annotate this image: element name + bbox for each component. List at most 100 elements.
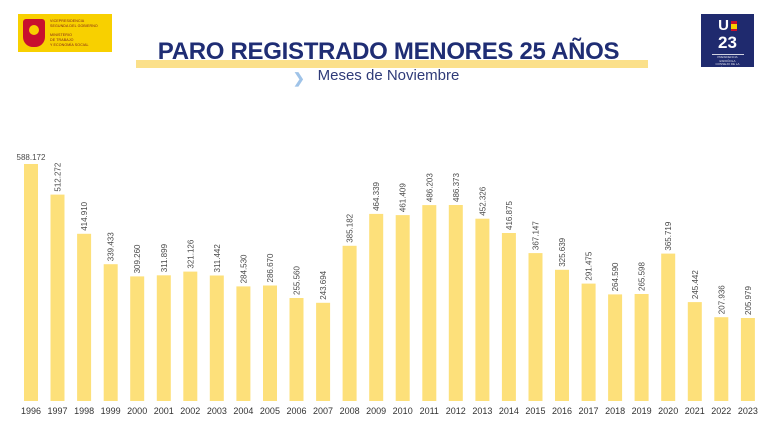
- value-label: 464.339: [372, 181, 381, 210]
- ministry-line: VICEPRESIDENCIA: [50, 19, 85, 23]
- bar-2016: [555, 269, 569, 401]
- bar-2005: [263, 285, 277, 401]
- x-tick-label: 2014: [499, 406, 519, 416]
- x-tick-label: 1999: [101, 406, 121, 416]
- x-tick-label: 2002: [180, 406, 200, 416]
- bar-2023: [740, 318, 755, 401]
- x-tick-label: 2020: [658, 406, 678, 416]
- value-label: 286.670: [266, 253, 275, 282]
- chart-title: PARO REGISTRADO MENORES 25 AÑOS: [157, 38, 620, 65]
- chevron-right-icon: ❯: [293, 70, 305, 86]
- bar-2001: [156, 275, 171, 401]
- value-label: 339.433: [107, 232, 116, 261]
- ministry-line: SEGUNDA DEL GOBIERNO: [50, 24, 98, 28]
- value-label: 452.326: [478, 186, 487, 215]
- value-label: 245.442: [691, 270, 700, 299]
- value-label: 512.272: [54, 162, 63, 191]
- bar-2007: [316, 302, 331, 401]
- x-tick-label: 2006: [286, 406, 306, 416]
- ministry-line: DE TRABAJO: [50, 38, 74, 42]
- value-label: 416.875: [505, 201, 514, 230]
- value-label: 207.936: [717, 285, 726, 314]
- x-tick-label: 2013: [472, 406, 492, 416]
- value-label: 385.182: [346, 213, 355, 242]
- x-tick-label: 2018: [605, 406, 625, 416]
- value-label: 325.639: [558, 237, 567, 266]
- badge-text: UNIÓN EUROPEA: [714, 65, 741, 70]
- chart-subtitle: Meses de Noviembre: [317, 67, 460, 84]
- bar-2004: [236, 286, 251, 401]
- value-label: 205.979: [744, 286, 753, 315]
- badge-text: ESPAÑOLA: [719, 58, 736, 63]
- x-tick-label: 2015: [525, 406, 545, 416]
- badge-text: CONSEJO DE LA: [715, 62, 740, 66]
- x-tick-label: 2011: [420, 406, 439, 416]
- x-tick-label: 2003: [207, 406, 227, 416]
- x-tick-label: 2004: [233, 406, 253, 416]
- bar-2010: [395, 215, 410, 401]
- badge-text: PRESIDENCIA: [717, 55, 738, 59]
- x-tick-label: 2000: [127, 406, 147, 416]
- x-tick-label: 2007: [313, 406, 333, 416]
- badge-year: 23: [718, 33, 737, 52]
- bar-2006: [289, 298, 304, 401]
- coat-of-arms-icon: [23, 19, 45, 47]
- value-label: 255.560: [293, 266, 302, 295]
- x-tick-label: 2008: [340, 406, 360, 416]
- value-label: 321.126: [186, 239, 195, 268]
- ministry-logo: VICEPRESIDENCIA SEGUNDA DEL GOBIERNO MIN…: [18, 14, 112, 52]
- bar-2014: [501, 233, 516, 401]
- x-tick-label: 2017: [579, 406, 599, 416]
- value-label: 588.172: [17, 153, 46, 162]
- x-tick-label: 2012: [446, 406, 466, 416]
- bar-2022: [714, 317, 729, 401]
- x-tick-label: 2001: [154, 406, 174, 416]
- value-label: 264.590: [611, 262, 620, 291]
- bar-1999: [103, 264, 118, 401]
- ministry-line: Y ECONOMÍA SOCIAL: [50, 43, 89, 47]
- bar-2008: [342, 245, 357, 401]
- value-label: 365.719: [664, 221, 673, 250]
- x-tick-label: 2009: [366, 406, 386, 416]
- value-label: 265.598: [638, 262, 647, 291]
- x-tick-label: 2010: [393, 406, 413, 416]
- value-label: 311.899: [160, 243, 169, 272]
- value-label: 291.475: [585, 251, 594, 280]
- value-label: 243.694: [319, 270, 328, 299]
- x-tick-label: 2019: [632, 406, 652, 416]
- value-label: 486.203: [425, 173, 434, 202]
- value-label: 309.260: [133, 244, 142, 273]
- bar-2018: [608, 294, 623, 401]
- x-tick-label: 2016: [552, 406, 572, 416]
- x-tick-label: 2022: [711, 406, 731, 416]
- bar-2017: [581, 283, 596, 401]
- x-tick-label: 1996: [21, 406, 41, 416]
- ministry-line: MINISTERIO: [50, 33, 72, 37]
- eu-presidency-logo: U 23 PRESIDENCIA ESPAÑOLA CONSEJO DE LA …: [701, 14, 754, 69]
- badge-letter: U: [718, 17, 729, 34]
- bar-1998: [77, 233, 92, 401]
- value-label: 284.530: [239, 254, 248, 283]
- bar-2021: [687, 302, 702, 401]
- value-label: 311.442: [213, 244, 222, 273]
- bar-2011: [422, 205, 437, 401]
- bar-2003: [209, 275, 224, 401]
- value-label: 486.373: [452, 173, 461, 202]
- bar-2000: [130, 276, 145, 401]
- bar-2009: [369, 213, 384, 401]
- title-underline-bar: [136, 60, 648, 68]
- x-tick-label: 1997: [48, 406, 68, 416]
- x-tick-label: 2021: [685, 406, 705, 416]
- bar-2019: [634, 294, 649, 401]
- x-tick-label: 2005: [260, 406, 280, 416]
- value-label: 367.147: [532, 221, 541, 250]
- x-tick-label: 2023: [738, 406, 758, 416]
- bar-2015: [528, 253, 543, 401]
- bar-2013: [475, 218, 490, 401]
- bar-2002: [183, 271, 198, 401]
- bar-2012: [448, 205, 463, 401]
- spain-flag-icon: [730, 21, 737, 31]
- x-tick-label: 1998: [74, 406, 94, 416]
- bar-1997: [50, 194, 65, 401]
